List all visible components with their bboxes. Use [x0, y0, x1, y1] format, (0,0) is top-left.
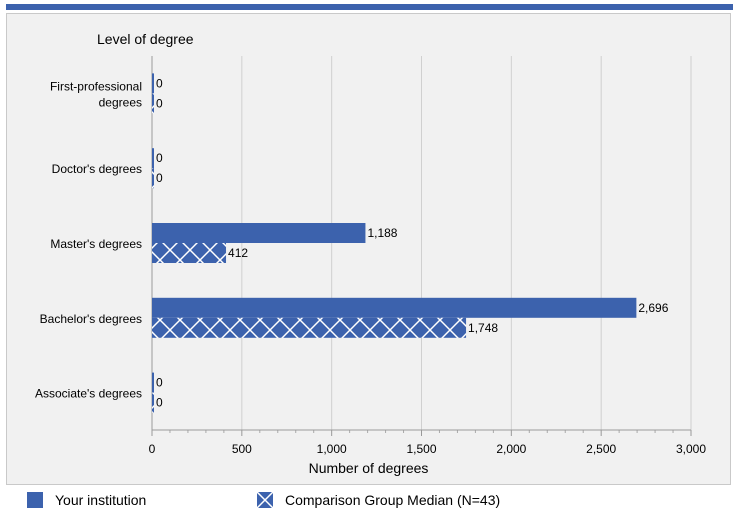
x-tick-label: 2,500: [586, 442, 616, 456]
bar-value-label: 0: [156, 151, 163, 165]
bar-value-label: 1,188: [367, 226, 397, 240]
legend-item-your-institution: Your institution: [27, 492, 146, 508]
y-category-label: Associate's degrees: [35, 387, 142, 401]
x-axis-title: Number of degrees: [308, 460, 429, 476]
bar-value-label: 0: [156, 376, 163, 390]
y-category-label: Master's degrees: [50, 237, 142, 251]
bar-value-label: 0: [156, 171, 163, 185]
legend-item-comparison-median: Comparison Group Median (N=43): [257, 492, 500, 508]
bar-value-label: 2,696: [638, 301, 668, 315]
header-accent-bar: [6, 4, 733, 10]
bar-your-institution: [152, 73, 154, 94]
chart-panel: [6, 13, 731, 485]
legend-label: Comparison Group Median (N=43): [285, 492, 501, 508]
y-axis-title: Level of degree: [97, 31, 194, 47]
x-tick-label: 500: [232, 442, 252, 456]
bar-your-institution: [152, 223, 366, 243]
bar-comparison-median: [152, 243, 227, 263]
y-category-label: Doctor's degrees: [52, 162, 142, 176]
bar-value-label: 0: [156, 76, 163, 90]
bar-value-label: 0: [156, 96, 163, 110]
bar-value-label: 1,748: [468, 321, 498, 335]
chart-legend: Your institution Comparison Group Median…: [6, 487, 731, 513]
bar-your-institution: [152, 372, 154, 393]
bar-comparison-median: [152, 392, 154, 413]
bar-value-label: 0: [156, 396, 163, 410]
x-tick-label: 3,000: [676, 442, 706, 456]
bar-comparison-median: [152, 317, 467, 338]
y-category-label: degrees: [99, 95, 142, 109]
x-tick-label: 1,500: [406, 442, 436, 456]
bar-comparison-median: [152, 93, 154, 114]
legend-swatch-solid: [27, 492, 43, 508]
bar-value-label: 412: [228, 246, 248, 260]
y-category-label: First-professional: [50, 79, 142, 93]
bar-comparison-median: [152, 168, 154, 189]
legend-swatch-crosshatch: [257, 492, 273, 508]
x-tick-label: 0: [149, 442, 156, 456]
x-tick-label: 1,000: [317, 442, 347, 456]
legend-label: Your institution: [55, 492, 147, 508]
x-tick-label: 2,000: [496, 442, 526, 456]
bar-your-institution: [152, 297, 637, 318]
y-category-label: Bachelor's degrees: [40, 312, 142, 326]
bar-your-institution: [152, 148, 154, 169]
